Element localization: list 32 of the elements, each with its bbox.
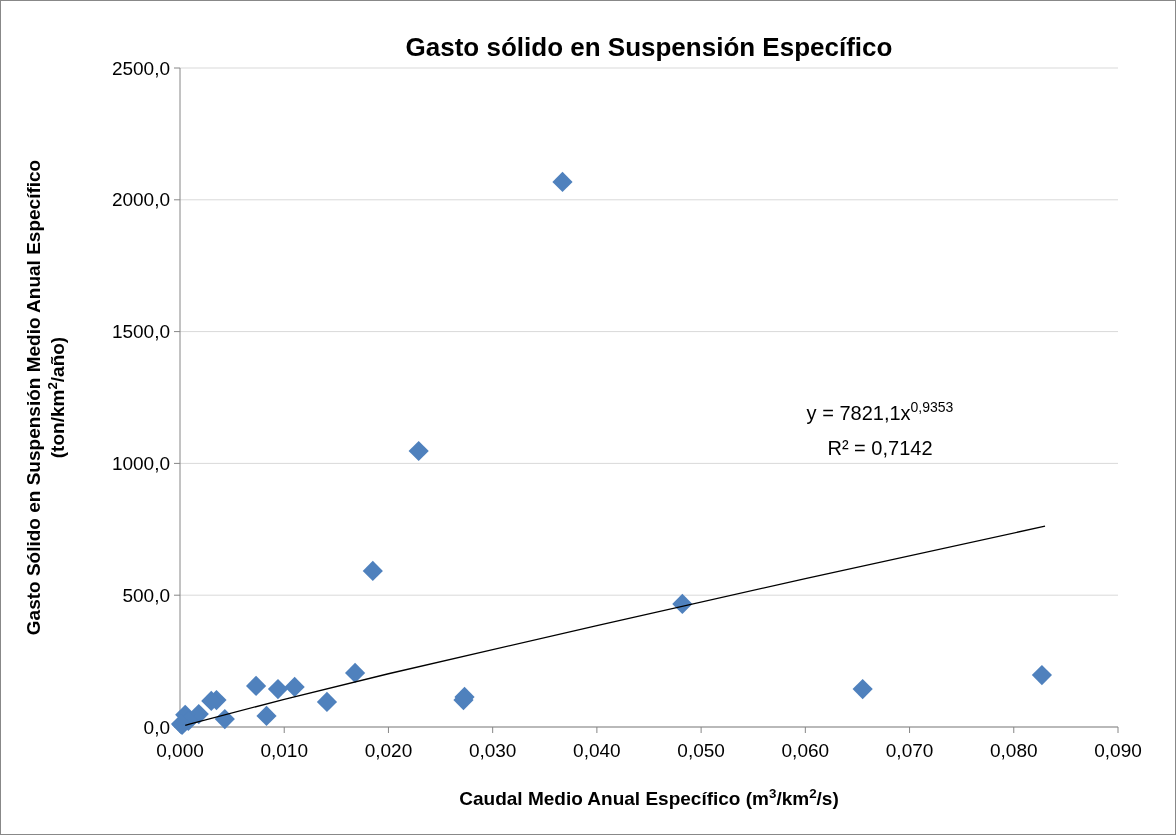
x-tick-label: 0,060 <box>781 740 830 761</box>
point <box>852 678 873 700</box>
point <box>362 560 383 582</box>
x-tick-label: 0,080 <box>990 740 1038 761</box>
point <box>245 675 267 696</box>
point <box>408 440 429 462</box>
x-tick-label: 0,030 <box>468 740 517 761</box>
chart-title: Gasto sólido en Suspensión Específico <box>405 32 893 62</box>
y-tick-label: 500,0 <box>122 584 170 606</box>
point <box>256 705 277 727</box>
y-tick-label: 1000,0 <box>111 453 170 475</box>
annotation: y = 7821,1x$^{0,9353}$ <box>806 399 954 424</box>
annotation: R² = 0,7142 <box>827 437 933 459</box>
x-tick-label: 0,090 <box>1094 740 1142 761</box>
point <box>1031 664 1053 686</box>
point <box>267 678 289 700</box>
point <box>345 662 366 684</box>
x-tick-label: 0,070 <box>885 740 934 761</box>
point <box>214 708 235 730</box>
point <box>284 676 305 698</box>
y-tick-label: 2500,0 <box>111 57 170 79</box>
x-tick-label: 0,000 <box>156 740 204 761</box>
x-tick-label: 0,020 <box>364 740 413 761</box>
x-tick-label: 0,050 <box>677 740 725 761</box>
y-tick-label: 2000,0 <box>111 189 170 211</box>
x-tick-label: 0,040 <box>573 740 621 761</box>
point <box>552 171 573 192</box>
x-tick-label: 0,010 <box>260 740 308 761</box>
y-tick-label: 0,0 <box>143 716 170 738</box>
point <box>316 691 338 713</box>
y-tick-label: 1500,0 <box>111 321 170 343</box>
x-axis-title: Caudal Medio Anual Específico (m$^{3}$/km$^{2}$/s) <box>459 785 839 809</box>
